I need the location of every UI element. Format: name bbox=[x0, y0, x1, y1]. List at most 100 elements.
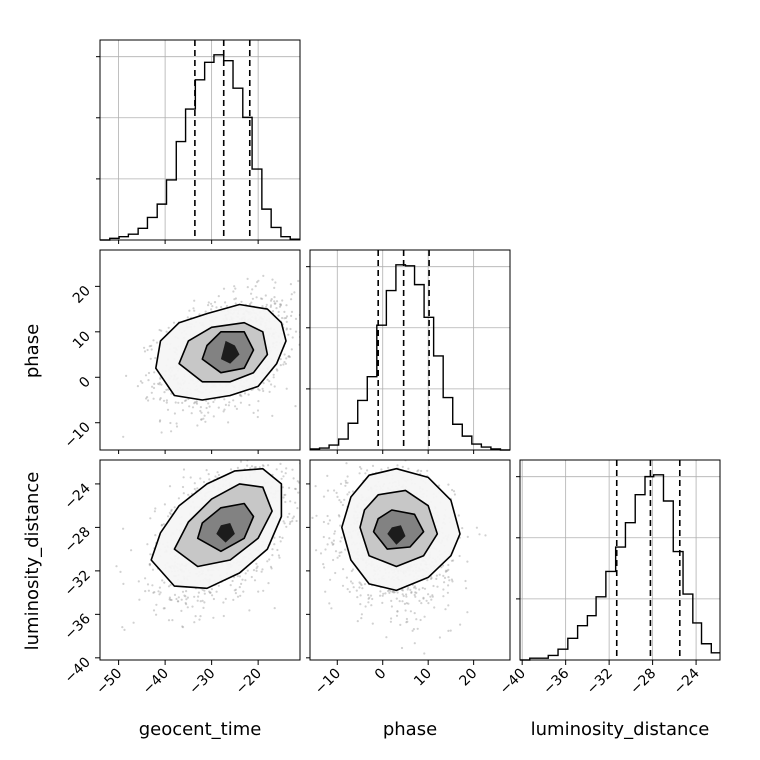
scatter-point bbox=[204, 420, 207, 423]
contour-outer bbox=[341, 467, 461, 592]
scatter-point bbox=[435, 574, 438, 577]
scatter-point bbox=[332, 542, 335, 546]
scatter-point bbox=[294, 405, 297, 408]
scatter-point bbox=[172, 321, 176, 324]
scatter-point bbox=[224, 301, 227, 304]
scatter-point bbox=[452, 490, 456, 493]
scatter-point bbox=[437, 484, 441, 487]
scatter-point bbox=[200, 418, 203, 421]
scatter-point bbox=[346, 481, 349, 484]
x-tick-label-geocent_time: −30 bbox=[186, 666, 218, 698]
scatter-point bbox=[181, 626, 185, 629]
scatter-point bbox=[227, 421, 230, 424]
scatter-point bbox=[442, 574, 445, 578]
scatter-point bbox=[191, 605, 194, 608]
scatter-point bbox=[378, 454, 380, 456]
scatter-point bbox=[258, 389, 261, 392]
scatter-point bbox=[196, 487, 199, 490]
scatter-point bbox=[336, 556, 339, 559]
scatter-point bbox=[186, 316, 189, 319]
scatter-point bbox=[296, 480, 299, 483]
scatter-point bbox=[162, 523, 165, 526]
scatter-point bbox=[147, 379, 150, 382]
scatter-point bbox=[196, 599, 199, 602]
scatter-point bbox=[291, 517, 294, 520]
scatter-point bbox=[429, 595, 432, 598]
scatter-point bbox=[232, 399, 235, 402]
scatter-point bbox=[418, 599, 421, 603]
scatter-point bbox=[407, 586, 410, 590]
scatter-point bbox=[182, 468, 186, 471]
scatter-point bbox=[169, 598, 172, 602]
scatter-point bbox=[199, 615, 202, 618]
scatter-point bbox=[189, 476, 192, 479]
x-tick-label-geocent_time: −40 bbox=[140, 666, 172, 698]
scatter-point bbox=[150, 391, 153, 394]
scatter-point bbox=[335, 491, 338, 494]
scatter-point bbox=[209, 591, 212, 594]
scatter-point bbox=[241, 578, 244, 581]
scatter-point bbox=[271, 278, 274, 281]
scatter-point bbox=[264, 448, 266, 450]
scatter-point bbox=[248, 303, 252, 306]
scatter-point bbox=[158, 381, 161, 384]
scatter-point bbox=[451, 580, 454, 583]
scatter-point bbox=[207, 402, 210, 405]
scatter-point bbox=[350, 569, 353, 573]
scatter-point bbox=[277, 310, 280, 313]
scatter-point bbox=[478, 533, 481, 536]
scatter-point bbox=[441, 564, 445, 567]
scatter-point bbox=[297, 481, 300, 484]
scatter-point bbox=[185, 603, 188, 606]
scatter-point bbox=[436, 585, 439, 588]
scatter-point bbox=[187, 493, 190, 496]
scatter-point bbox=[168, 511, 171, 514]
scatter-point bbox=[268, 390, 271, 393]
scatter-point bbox=[391, 590, 394, 594]
scatter-point bbox=[148, 564, 151, 567]
x-tick-label-phase: 10 bbox=[411, 666, 435, 690]
scatter-point bbox=[432, 584, 435, 588]
scatter-point bbox=[275, 368, 278, 371]
scatter-point bbox=[399, 623, 402, 627]
scatter-point bbox=[181, 409, 185, 412]
scatter-point bbox=[146, 583, 150, 586]
scatter-point bbox=[345, 462, 348, 465]
scatter-point bbox=[240, 582, 243, 586]
scatter-point bbox=[173, 412, 176, 415]
scatter-point bbox=[418, 588, 421, 591]
scatter-point bbox=[251, 297, 254, 300]
y-tick-label-phase: 10 bbox=[70, 328, 94, 352]
scatter-point bbox=[253, 579, 257, 582]
scatter-point bbox=[351, 490, 355, 493]
scatter-point bbox=[283, 522, 286, 525]
scatter-point bbox=[271, 548, 274, 551]
scatter-point bbox=[177, 401, 180, 404]
scatter-point bbox=[244, 579, 247, 582]
scatter-point bbox=[277, 554, 280, 557]
scatter-point bbox=[193, 402, 196, 405]
scatter-point bbox=[319, 482, 321, 484]
scatter-point bbox=[440, 566, 443, 569]
scatter-point bbox=[233, 576, 236, 579]
scatter-point bbox=[267, 582, 270, 585]
scatter-point bbox=[208, 590, 211, 593]
scatter-point bbox=[169, 421, 172, 425]
scatter-point bbox=[371, 464, 375, 467]
scatter-point bbox=[256, 415, 259, 419]
scatter-point bbox=[367, 601, 370, 604]
scatter-point bbox=[400, 646, 404, 650]
scatter-point bbox=[291, 336, 294, 339]
scatter-point bbox=[287, 333, 290, 336]
scatter-point bbox=[426, 469, 429, 472]
scatter-point bbox=[190, 412, 193, 415]
scatter-point bbox=[314, 485, 317, 488]
scatter-point bbox=[294, 330, 298, 333]
panel-frame bbox=[99, 249, 301, 451]
scatter-point bbox=[294, 487, 297, 490]
scatter-point bbox=[152, 339, 155, 342]
scatter-point bbox=[322, 535, 325, 539]
y-tick-label-luminosity_distance: −32 bbox=[62, 567, 94, 599]
scatter-point bbox=[152, 591, 155, 594]
